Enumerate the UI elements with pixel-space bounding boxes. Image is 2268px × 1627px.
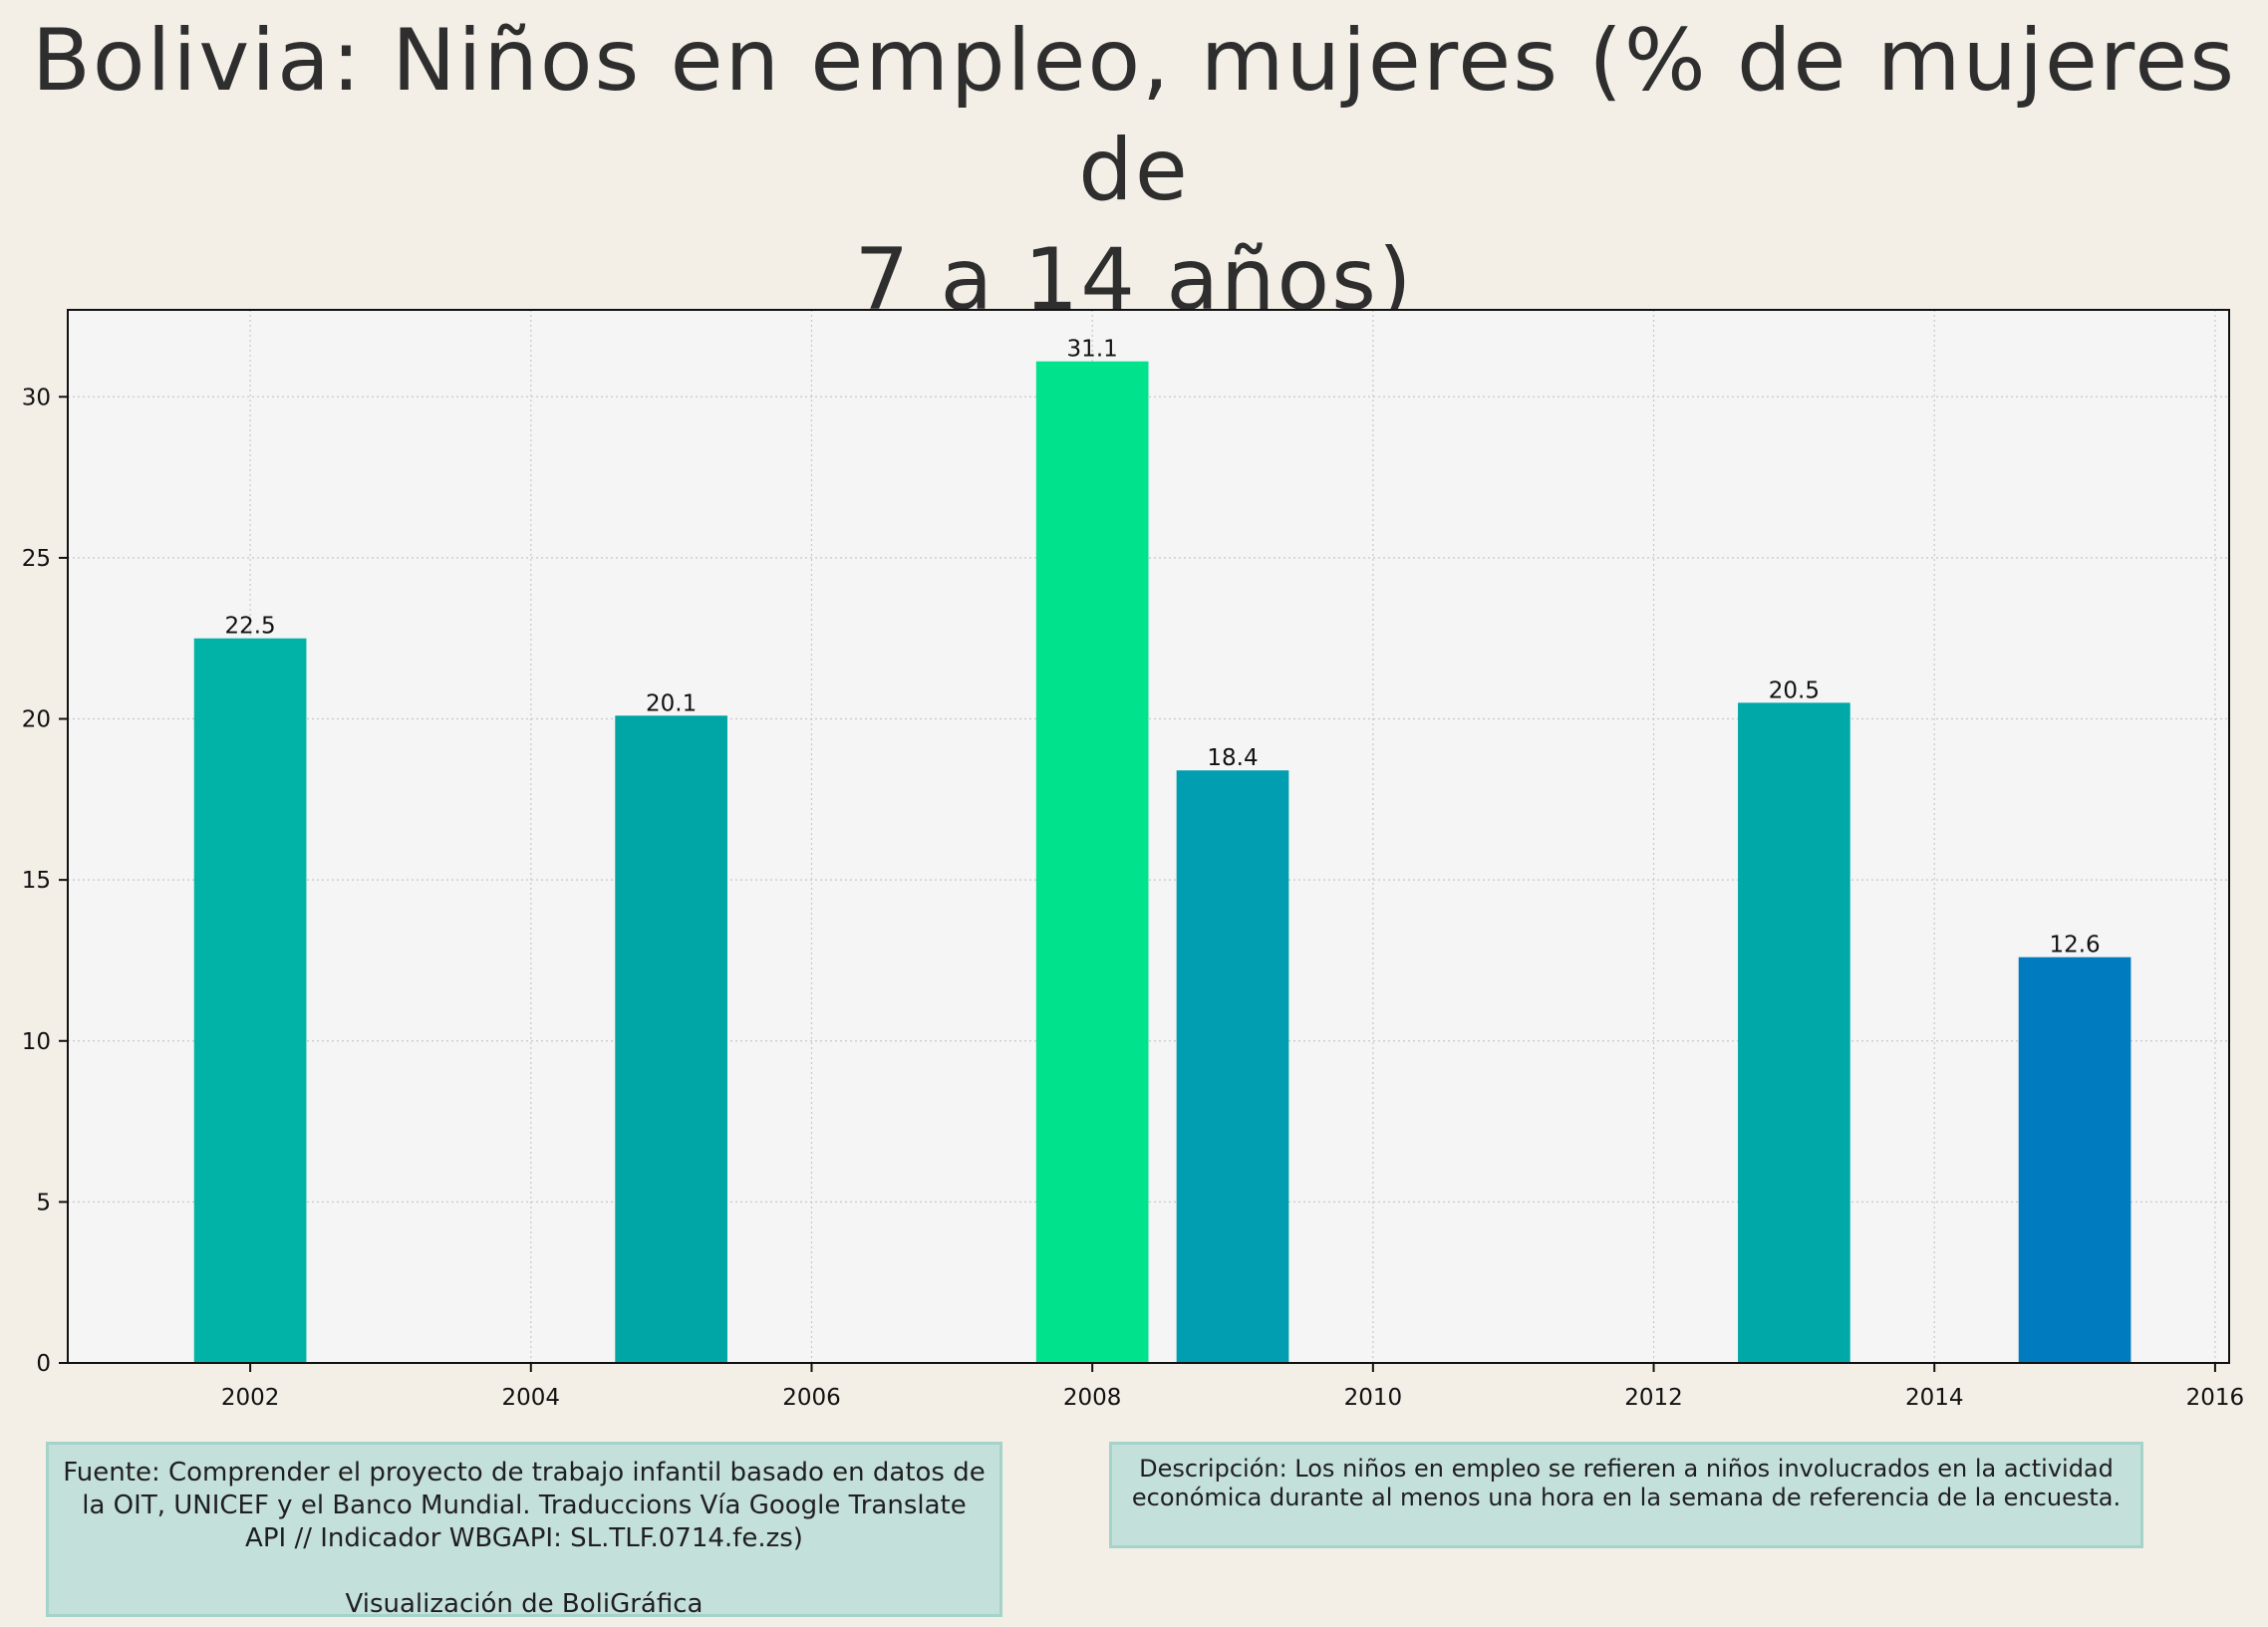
bar: [193, 638, 307, 1363]
x-tick-label: 2004: [502, 1385, 561, 1411]
bar: [615, 715, 727, 1363]
data-label: 18.4: [1207, 745, 1258, 771]
y-tick-label: 15: [22, 868, 51, 894]
x-tick-label: 2016: [2186, 1385, 2245, 1411]
y-tick-label: 0: [36, 1351, 51, 1377]
x-tick-label: 2002: [221, 1385, 280, 1411]
x-axis-ticks: 2002 2004 2006 2008 2010 2012 2014 2016: [221, 1363, 2244, 1411]
x-tick-label: 2008: [1063, 1385, 1122, 1411]
chart-title-line-1: Bolivia: Niños en empleo, mujeres (% de …: [31, 11, 2237, 220]
credit-text: Visualización de BoliGráfica: [345, 1589, 704, 1619]
bars: [193, 361, 2131, 1364]
data-label: 12.6: [2049, 933, 2100, 958]
bar: [1738, 702, 1850, 1363]
bar: [1035, 361, 1149, 1364]
y-tick-label: 5: [36, 1190, 51, 1216]
y-axis-ticks: 0 5 10 15 20 25 30: [22, 385, 68, 1377]
bar: [1176, 770, 1289, 1363]
chart-title: Bolivia: Niños en empleo, mujeres (% de …: [0, 6, 2268, 335]
bar: [2018, 956, 2131, 1363]
data-labels: 22.5 20.1 31.1 18.4 20.5 12.6: [224, 337, 2100, 958]
data-label: 22.5: [224, 614, 275, 640]
x-tick-label: 2010: [1344, 1385, 1403, 1411]
source-text: Fuente: Comprender el proyecto de trabaj…: [63, 1458, 986, 1553]
description-note: Descripción: Los niños en empleo se refi…: [1109, 1442, 2143, 1548]
y-tick-label: 20: [22, 707, 51, 733]
x-tick-label: 2006: [782, 1385, 841, 1411]
data-label: 20.5: [1769, 678, 1820, 703]
y-tick-label: 25: [22, 546, 51, 572]
description-text: Descripción: Los niños en empleo se refi…: [1131, 1455, 2122, 1511]
data-label: 20.1: [646, 690, 697, 716]
plot-frame: [67, 309, 2230, 1364]
x-tick-label: 2014: [1905, 1385, 1964, 1411]
source-note: Fuente: Comprender el proyecto de trabaj…: [46, 1442, 1002, 1619]
y-tick-label: 10: [22, 1029, 51, 1055]
x-tick-label: 2012: [1624, 1385, 1683, 1411]
y-tick-label: 30: [22, 385, 51, 410]
data-label: 31.1: [1067, 337, 1118, 363]
